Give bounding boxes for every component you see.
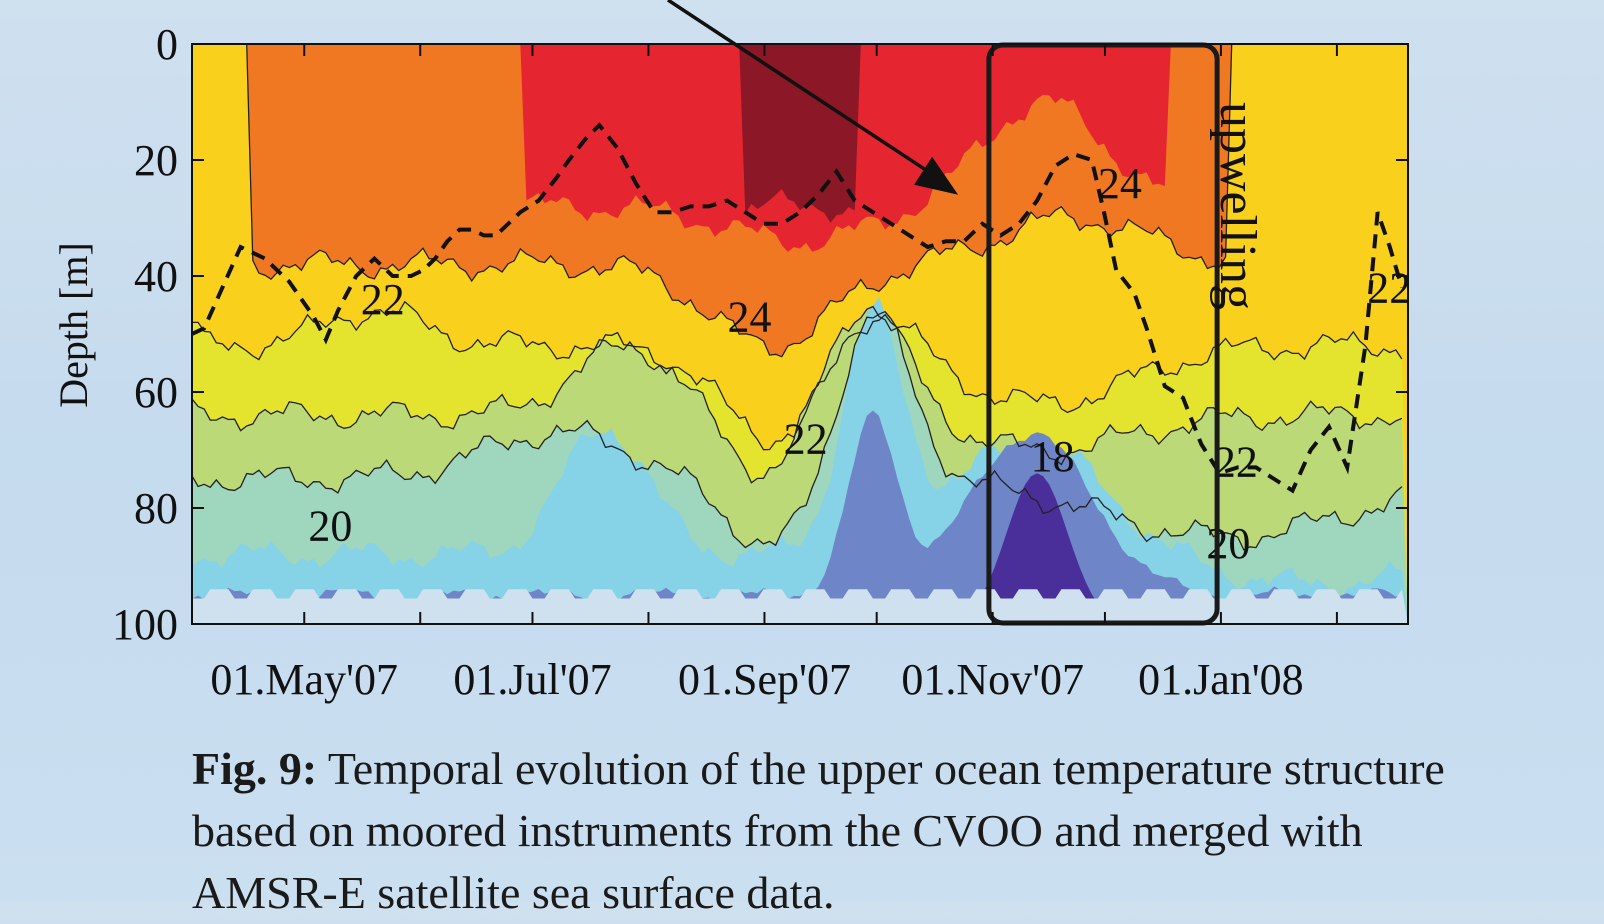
caption-text: Temporal evolution of the upper ocean te…	[192, 743, 1445, 918]
isotherm-line	[192, 310, 1403, 551]
contour-label: 22	[1214, 438, 1258, 487]
x-tick-label: 01.Jan'08	[1138, 655, 1304, 704]
contour-label: 24	[728, 293, 772, 342]
y-tick-label: 80	[134, 484, 178, 533]
contour-label: 20	[1206, 519, 1250, 568]
mixed-layer-depth-line	[192, 122, 1404, 494]
isotherm-line	[192, 305, 1403, 484]
y-axis-title: Depth [m]	[51, 242, 96, 408]
y-tick-label: 100	[112, 600, 178, 649]
contour-label: 22	[361, 275, 405, 324]
contour-label: 22	[1367, 264, 1411, 313]
contour-label: 22	[784, 414, 828, 463]
contour-label: 18	[1031, 432, 1075, 481]
x-tick-label: 01.Nov'07	[901, 655, 1084, 704]
x-tick-label: 01.Jul'07	[453, 655, 611, 704]
y-tick-label: 40	[134, 252, 178, 301]
upwelling-label: upwelling	[1209, 102, 1266, 310]
caption-label: Fig. 9:	[192, 743, 318, 794]
figure-caption: Fig. 9: Temporal evolution of the upper …	[192, 738, 1452, 924]
annotation-arrow-head	[914, 156, 959, 195]
isotherm-line	[192, 300, 1403, 451]
isotherm-line	[192, 44, 1402, 358]
plot-area: 22 20 24 22 18 24 22 20 22	[192, 44, 1411, 624]
temperature-contour-chart: 22 20 24 22 18 24 22 20 22 upwelling 0 20 40 60 80 10…	[51, 0, 1411, 704]
contour-label: 24	[1098, 159, 1142, 208]
annotation-arrow-shaft	[667, 0, 947, 185]
x-tick-label: 01.May'07	[210, 655, 398, 704]
y-tick-label: 20	[134, 136, 178, 185]
y-tick-label: 0	[156, 20, 178, 69]
layer-18	[192, 410, 1408, 624]
plot-frame	[191, 43, 1409, 625]
contour-label: 20	[308, 501, 352, 550]
y-tick-label: 60	[134, 368, 178, 417]
x-tick-label: 01.Sep'07	[678, 655, 851, 704]
layer-26	[192, 44, 1408, 223]
